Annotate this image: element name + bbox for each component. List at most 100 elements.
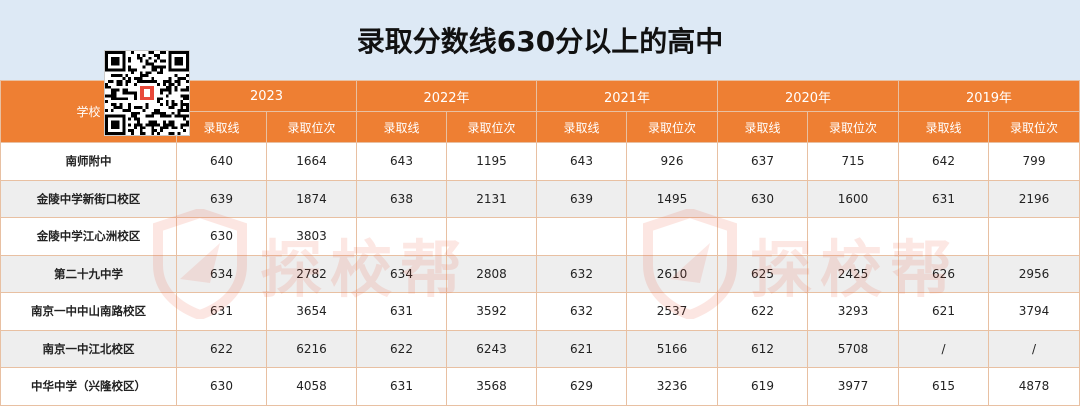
score-line-cell (356, 217, 447, 256)
table-row: 金陵中学江心洲校区 630 3803 (0, 217, 1080, 256)
score-line-cell: 634 (176, 254, 267, 293)
rank-cell: 2956 (988, 254, 1080, 293)
rank-cell: 1495 (626, 179, 718, 218)
rank-header: 录取位次 (626, 111, 718, 143)
rank-cell: 6216 (266, 329, 357, 368)
rank-cell: 3977 (807, 367, 899, 406)
score-line-cell: 638 (356, 179, 447, 218)
score-line-cell: 621 (898, 292, 989, 331)
rank-cell (807, 217, 899, 256)
rank-header: 录取位次 (446, 111, 537, 143)
rank-cell: 5708 (807, 329, 899, 368)
rank-cell: 1195 (446, 142, 537, 181)
score-line-cell (898, 217, 989, 256)
rank-cell: 2610 (626, 254, 718, 293)
score-line-cell: 621 (536, 329, 627, 368)
score-line-header: 录取线 (898, 111, 989, 143)
rank-cell: / (988, 329, 1080, 368)
rank-cell: 3803 (266, 217, 357, 256)
table-row: 金陵中学新街口校区 639 1874 638 2131 639 1495 630 1600 631… (0, 179, 1080, 218)
school-name-cell: 中华中学（兴隆校区） (0, 367, 177, 406)
year-header: 2021年 (536, 80, 718, 112)
score-line-cell: 643 (356, 142, 447, 181)
school-name-cell: 南京一中江北校区 (0, 329, 177, 368)
score-line-cell (536, 217, 627, 256)
rank-cell: 2808 (446, 254, 537, 293)
rank-cell: 5166 (626, 329, 718, 368)
school-name-cell: 南师附中 (0, 142, 177, 181)
score-line-header: 录取线 (717, 111, 808, 143)
rank-cell: 4058 (266, 367, 357, 406)
table-row: 第二十九中学 634 2782 634 2808 632 2610 625 2425 626 295… (0, 254, 1080, 293)
rank-cell (446, 217, 537, 256)
rank-cell (626, 217, 718, 256)
rank-cell: 715 (807, 142, 899, 181)
admission-score-table: 学校 2023 2022年 2021年 2020年 2019年 录取线 录取位次… (0, 80, 1080, 406)
score-line-cell: 630 (717, 179, 808, 218)
score-line-cell: 632 (536, 254, 627, 293)
score-line-header: 录取线 (176, 111, 267, 143)
rank-cell: 3293 (807, 292, 899, 331)
score-line-cell: 642 (898, 142, 989, 181)
score-line-header: 录取线 (536, 111, 627, 143)
score-line-cell: 639 (536, 179, 627, 218)
score-line-header: 录取线 (356, 111, 447, 143)
score-line-cell: 639 (176, 179, 267, 218)
rank-cell: 1874 (266, 179, 357, 218)
rank-cell: 799 (988, 142, 1080, 181)
score-line-cell: 634 (356, 254, 447, 293)
score-line-cell: 622 (717, 292, 808, 331)
school-name-cell: 第二十九中学 (0, 254, 177, 293)
score-line-cell: 640 (176, 142, 267, 181)
score-line-cell: / (898, 329, 989, 368)
score-line-cell: 629 (536, 367, 627, 406)
rank-header: 录取位次 (807, 111, 899, 143)
rank-cell: 2196 (988, 179, 1080, 218)
score-line-cell: 622 (176, 329, 267, 368)
score-line-cell: 630 (176, 217, 267, 256)
school-name-cell: 金陵中学新街口校区 (0, 179, 177, 218)
year-header: 2020年 (717, 80, 899, 112)
table-row: 中华中学（兴隆校区） 630 4058 631 3568 629 3236 619 3977 61… (0, 367, 1080, 406)
score-line-cell: 637 (717, 142, 808, 181)
rank-cell: 6243 (446, 329, 537, 368)
rank-cell: 2131 (446, 179, 537, 218)
score-line-cell: 631 (898, 179, 989, 218)
rank-cell: 2782 (266, 254, 357, 293)
rank-cell: 3592 (446, 292, 537, 331)
table-row: 南师附中 640 1664 643 1195 643 926 637 715 642 799 (0, 142, 1080, 181)
score-line-cell: 622 (356, 329, 447, 368)
rank-header: 录取位次 (266, 111, 357, 143)
rank-cell: 3794 (988, 292, 1080, 331)
score-line-cell: 619 (717, 367, 808, 406)
score-line-cell: 631 (356, 367, 447, 406)
score-line-cell: 625 (717, 254, 808, 293)
score-line-cell: 631 (176, 292, 267, 331)
rank-cell: 926 (626, 142, 718, 181)
score-line-cell (717, 217, 808, 256)
rank-cell: 2425 (807, 254, 899, 293)
score-line-cell: 630 (176, 367, 267, 406)
sub-header-row: 录取线 录取位次 录取线 录取位次 录取线 录取位次 录取线 录取位次 录取线 … (1, 111, 1080, 143)
table-row: 南京一中江北校区 622 6216 622 6243 621 5166 612 5708// (0, 329, 1080, 368)
year-header: 2022年 (356, 80, 537, 112)
score-line-cell: 631 (356, 292, 447, 331)
rank-cell: 3568 (446, 367, 537, 406)
school-name-cell: 南京一中中山南路校区 (0, 292, 177, 331)
rank-cell (988, 217, 1080, 256)
rank-cell: 3236 (626, 367, 718, 406)
table-row: 南京一中中山南路校区 631 3654 631 3592 632 2537 622 3293 62… (0, 292, 1080, 331)
year-header: 2023 (176, 80, 357, 112)
rank-header: 录取位次 (988, 111, 1080, 143)
school-name-cell: 金陵中学江心洲校区 (0, 217, 177, 256)
score-line-cell: 632 (536, 292, 627, 331)
score-line-cell: 612 (717, 329, 808, 368)
rank-cell: 4878 (988, 367, 1080, 406)
year-header: 2019年 (898, 80, 1080, 112)
qr-code-icon[interactable] (104, 50, 190, 136)
score-line-cell: 615 (898, 367, 989, 406)
rank-cell: 2537 (626, 292, 718, 331)
score-line-cell: 626 (898, 254, 989, 293)
rank-cell: 1600 (807, 179, 899, 218)
rank-cell: 1664 (266, 142, 357, 181)
